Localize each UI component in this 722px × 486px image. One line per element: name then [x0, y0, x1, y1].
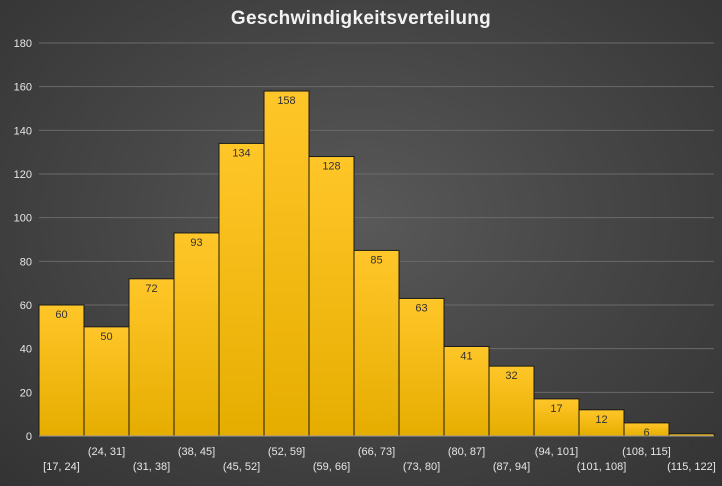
data-label: 41: [460, 350, 472, 362]
bar-5: [263, 90, 310, 437]
data-label: 128: [322, 161, 340, 173]
chart-title: Geschwindigkeitsverteilung: [231, 8, 491, 29]
x-tick-label: (52, 59]: [268, 446, 305, 458]
x-tick-label: (66, 73]: [358, 446, 395, 458]
bar-1: [83, 326, 130, 437]
bar-4: [218, 142, 265, 437]
y-tick-label: 180: [14, 38, 32, 50]
x-tick-label: (45, 52]: [223, 461, 260, 473]
bar-layer: [38, 90, 715, 437]
data-label: 1: [688, 438, 694, 450]
x-tick-label: (31, 38]: [133, 461, 170, 473]
y-tick-label: 120: [14, 169, 32, 181]
y-tick-label: 0: [26, 431, 32, 443]
x-tick-label: (38, 45]: [178, 446, 215, 458]
y-tick-label: 80: [20, 256, 32, 268]
y-tick-label: 40: [20, 344, 32, 356]
bar-3: [173, 232, 220, 437]
data-label: 93: [190, 237, 202, 249]
x-tick-label: (73, 80]: [403, 461, 440, 473]
x-tick-label: (87, 94]: [493, 461, 530, 473]
y-tick-label: 60: [20, 300, 32, 312]
data-label: 60: [55, 309, 67, 321]
x-tick-label: (94, 101]: [535, 446, 578, 458]
data-label: 50: [100, 331, 112, 343]
data-label: 63: [415, 302, 427, 314]
x-tick-label: (108, 115]: [622, 446, 671, 458]
x-tick-label: (59, 66]: [313, 461, 350, 473]
y-tick-label: 100: [14, 213, 32, 225]
data-label: 72: [145, 283, 157, 295]
y-tick-label: 140: [14, 125, 32, 137]
x-tick-label: (24, 31]: [88, 446, 125, 458]
bar-2: [128, 278, 175, 437]
x-tick-label: (115, 122]: [667, 461, 716, 473]
x-tick-label: (80, 87]: [448, 446, 485, 458]
data-label: 12: [595, 414, 607, 426]
data-label: 6: [643, 427, 649, 439]
y-tick-label: 20: [20, 387, 32, 399]
bar-6: [308, 156, 355, 437]
data-label: 134: [232, 147, 250, 159]
bar-7: [353, 249, 400, 437]
x-tick-label: [17, 24]: [43, 461, 80, 473]
bar-0: [38, 304, 85, 437]
bar-9: [443, 345, 490, 437]
y-tick-label: 160: [14, 82, 32, 94]
x-tick-label: (101, 108]: [577, 461, 627, 473]
label-layer: 60 50 72 93 134 158 128 85 63 41 32 17 12 6 1: [55, 95, 694, 450]
data-label: 85: [370, 254, 382, 266]
data-label: 158: [277, 95, 295, 107]
data-label: 17: [550, 403, 562, 415]
bar-8: [398, 297, 445, 437]
data-label: 32: [505, 370, 517, 382]
bar-10: [488, 365, 535, 437]
bar-12: [578, 409, 625, 437]
